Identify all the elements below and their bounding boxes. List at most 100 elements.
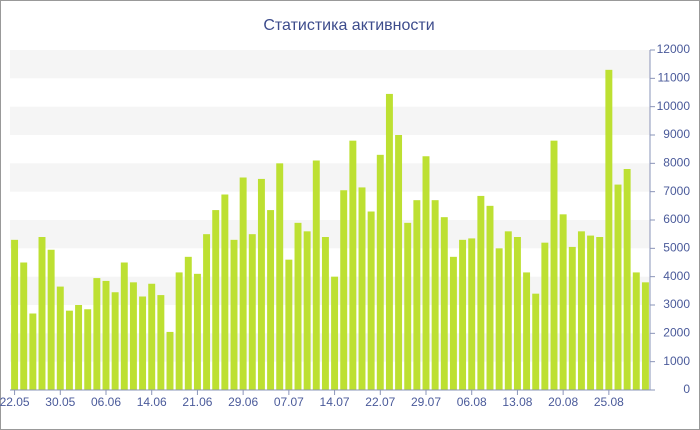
bar <box>221 194 229 390</box>
bar <box>139 296 147 390</box>
bar <box>449 256 457 390</box>
bar <box>102 280 110 390</box>
bar <box>486 205 494 390</box>
bar <box>513 237 521 390</box>
bar <box>349 140 357 390</box>
y-tick-label: 0 <box>683 382 690 396</box>
bar <box>257 178 265 390</box>
x-tick-label: 13.08 <box>502 395 532 409</box>
bar <box>477 195 485 390</box>
bar <box>367 211 375 390</box>
y-tick-label: 7000 <box>663 184 690 198</box>
bar <box>166 331 174 390</box>
x-tick-label: 22.07 <box>365 395 395 409</box>
bar <box>523 272 531 390</box>
y-tick-label: 8000 <box>663 156 690 170</box>
bar <box>395 135 403 390</box>
bar <box>111 292 119 390</box>
y-tick-label: 1000 <box>663 354 690 368</box>
x-tick-label: 06.06 <box>91 395 121 409</box>
bar <box>605 69 613 390</box>
grid-band <box>10 106 650 135</box>
bar <box>468 238 476 390</box>
bar <box>541 242 549 390</box>
bar <box>504 231 512 390</box>
bar <box>358 187 366 390</box>
bar <box>312 160 320 390</box>
bar <box>248 234 256 390</box>
bar <box>175 272 183 390</box>
grid-band <box>10 163 650 192</box>
x-tick-label: 06.08 <box>457 395 487 409</box>
bar <box>577 231 585 390</box>
y-tick-label: 10000 <box>657 99 691 113</box>
y-tick-label: 9000 <box>663 127 690 141</box>
bar <box>20 262 28 390</box>
bar <box>641 282 649 390</box>
bar <box>239 177 247 390</box>
bar <box>38 237 46 390</box>
bar <box>623 169 631 390</box>
bar <box>404 222 412 390</box>
bar <box>550 140 558 390</box>
bar <box>285 259 293 390</box>
bar <box>632 272 640 390</box>
y-tick-label: 11000 <box>658 71 691 85</box>
bar <box>212 210 220 390</box>
bar <box>587 235 595 390</box>
y-tick-label: 2000 <box>663 326 690 340</box>
x-tick-label: 21.06 <box>182 395 212 409</box>
bar <box>56 286 64 390</box>
bar <box>120 262 128 390</box>
bar <box>413 200 421 390</box>
bar <box>459 239 467 390</box>
y-tick-label: 5000 <box>663 241 690 255</box>
y-tick-label: 12000 <box>657 42 691 56</box>
bar <box>422 156 430 390</box>
bar <box>193 273 201 390</box>
bar <box>376 154 384 390</box>
bar <box>276 163 284 390</box>
chart-title: Статистика активности <box>263 17 434 34</box>
bar <box>559 214 567 390</box>
bar <box>267 210 275 390</box>
bar <box>340 190 348 390</box>
bar <box>47 249 55 390</box>
bar <box>157 295 165 390</box>
x-tick-label: 14.07 <box>320 395 350 409</box>
bar <box>568 246 576 390</box>
bar <box>65 310 73 390</box>
x-tick-label: 25.08 <box>594 395 624 409</box>
bar <box>495 248 503 390</box>
bar <box>596 237 604 390</box>
bar <box>294 222 302 390</box>
bar <box>129 282 137 390</box>
bar <box>203 234 211 390</box>
grid-band <box>10 50 650 79</box>
bar <box>614 184 622 390</box>
x-tick-label: 20.08 <box>548 395 578 409</box>
bar <box>75 305 83 390</box>
x-tick-label: 29.06 <box>228 395 258 409</box>
y-tick-label: 3000 <box>663 297 690 311</box>
bar <box>148 283 156 390</box>
x-tick-label: 29.07 <box>411 395 441 409</box>
y-tick-label: 4000 <box>663 269 690 283</box>
bar <box>440 217 448 390</box>
bar <box>385 93 393 391</box>
bar <box>184 256 192 390</box>
bar <box>29 313 37 390</box>
bar <box>11 239 19 390</box>
bar <box>84 309 92 390</box>
x-tick-label: 30.05 <box>45 395 75 409</box>
x-tick-label: 22.05 <box>0 395 30 409</box>
y-tick-label: 6000 <box>663 212 690 226</box>
bar <box>321 237 329 390</box>
bar <box>230 239 238 390</box>
bar <box>431 200 439 390</box>
x-tick-label: 14.06 <box>137 395 167 409</box>
bar <box>331 276 339 390</box>
bar <box>532 293 540 390</box>
bar <box>303 231 311 390</box>
